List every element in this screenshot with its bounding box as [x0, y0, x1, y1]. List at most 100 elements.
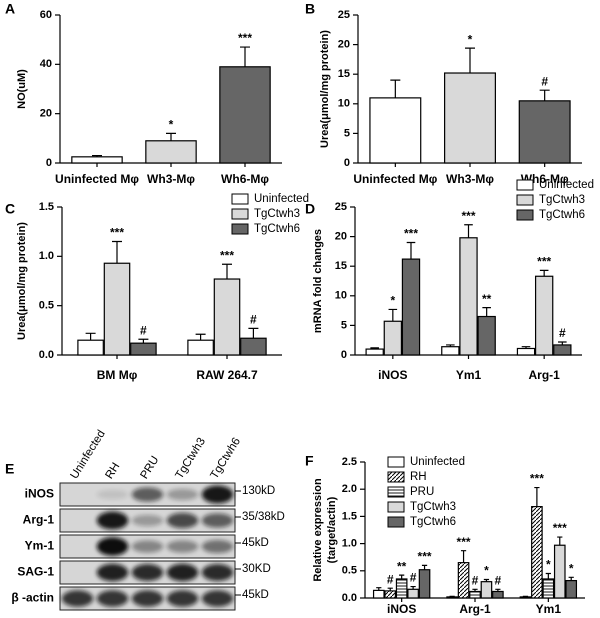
y-tick-label: 20 — [335, 231, 347, 243]
bar — [480, 581, 493, 599]
error-bar — [534, 486, 540, 507]
x-tick-label: Wh3-Mφ — [147, 172, 195, 186]
blot-row-label: β -actin — [11, 591, 54, 605]
y-tick-label: 1.5 — [342, 510, 357, 522]
legend-label: TgCtwh3 — [539, 194, 585, 206]
lane-label: TgCtwh6 — [208, 436, 243, 481]
x-tick-label: Ym1 — [456, 368, 482, 382]
error-bar — [449, 595, 455, 597]
significance-label: * — [546, 558, 551, 572]
blot-band — [166, 512, 199, 529]
panel-label: A — [5, 1, 15, 17]
legend-label: Uninfected — [254, 193, 309, 205]
blot-band — [96, 537, 129, 556]
blot-band — [201, 513, 234, 528]
significance-label: * — [569, 561, 574, 575]
y-tick-label: 1.0 — [342, 538, 357, 550]
error-bar — [406, 241, 416, 260]
error-bar — [539, 89, 550, 101]
bar — [71, 156, 123, 164]
error-bar — [495, 588, 501, 592]
blot-row-label: iNOS — [25, 487, 54, 501]
legend-swatch — [387, 501, 405, 513]
bar — [365, 348, 384, 356]
blot-band — [166, 590, 199, 607]
error-bar — [222, 263, 232, 280]
blot-band — [166, 540, 199, 553]
significance-label: *** — [537, 255, 551, 269]
x-tick-label: RAW 264.7 — [196, 368, 258, 382]
panel-label: D — [305, 201, 315, 217]
error-bar — [410, 585, 416, 590]
y-tick-label: 25 — [338, 9, 350, 21]
bar — [519, 596, 532, 599]
y-tick-label: 20 — [338, 39, 350, 51]
legend-label: RH — [410, 471, 427, 483]
significance-label: # — [541, 74, 548, 88]
y-tick-label: 40 — [40, 58, 52, 70]
legend-label: TgCtwh3 — [410, 501, 456, 513]
blot-band — [131, 564, 164, 581]
size-label: 45kD — [242, 537, 269, 549]
bar — [492, 590, 504, 599]
y-tick-label: 0 — [46, 157, 52, 169]
bar — [219, 66, 271, 164]
bar — [145, 140, 197, 164]
y-axis-label: Urea(μmol/mg protein) — [16, 222, 28, 340]
blot-band — [131, 540, 164, 553]
blot-band — [131, 514, 164, 527]
error-bar — [376, 587, 382, 591]
panel-label: C — [5, 201, 15, 217]
size-label: 130kD — [242, 485, 275, 497]
legend-label: TgCtwh6 — [410, 516, 456, 528]
lane-label: Uninfected — [68, 428, 107, 481]
x-tick-label: Wh6-Mφ — [221, 172, 269, 186]
y-tick-label: 1.5 — [39, 201, 54, 213]
bar — [441, 346, 460, 356]
error-bar — [112, 240, 122, 264]
blot-row-label: Arg-1 — [23, 513, 55, 527]
legend-label: PRU — [410, 486, 434, 498]
bar — [565, 579, 578, 599]
bar — [130, 342, 157, 356]
error-bar — [388, 308, 398, 322]
legend-swatch — [387, 471, 405, 483]
y-tick-label: 25 — [335, 201, 347, 213]
legend-swatch — [516, 209, 534, 221]
y-axis-label: NO(uM) — [16, 69, 28, 109]
y-tick-label: 1.0 — [39, 250, 54, 262]
y-axis-label: mRNA fold changes — [312, 229, 324, 333]
significance-label: # — [472, 573, 479, 587]
y-tick-label: 0 — [344, 157, 350, 169]
y-tick-label: 0.5 — [39, 300, 54, 312]
bar — [240, 337, 267, 356]
significance-label: * — [169, 118, 174, 132]
blot-band — [96, 511, 129, 530]
legend-swatch — [516, 179, 534, 191]
error-bar — [240, 46, 250, 67]
significance-label: * — [484, 564, 489, 578]
error-bar — [390, 79, 401, 98]
legend-label: TgCtwh3 — [254, 208, 300, 220]
x-tick-label: Wh3-Mφ — [446, 172, 494, 186]
bar — [457, 562, 470, 599]
blot-band — [96, 489, 129, 500]
legend-swatch — [231, 193, 249, 205]
y-tick-label: 0.5 — [342, 565, 357, 577]
legend-label: Uninfected — [410, 456, 465, 468]
error-bar — [370, 347, 379, 350]
bar — [553, 544, 566, 599]
blot-row-label: SAG-1 — [17, 565, 54, 579]
error-bar — [166, 132, 176, 141]
panel-label: B — [305, 1, 315, 17]
bar — [542, 578, 555, 599]
lane-label: RH — [103, 461, 122, 481]
significance-label: # — [559, 326, 566, 340]
bar — [77, 339, 104, 356]
size-label: 45kD — [242, 589, 269, 601]
error-bar — [568, 576, 574, 581]
blot-band — [96, 563, 129, 582]
error-bar — [138, 338, 149, 344]
lane-label: TgCtwh3 — [173, 436, 208, 481]
